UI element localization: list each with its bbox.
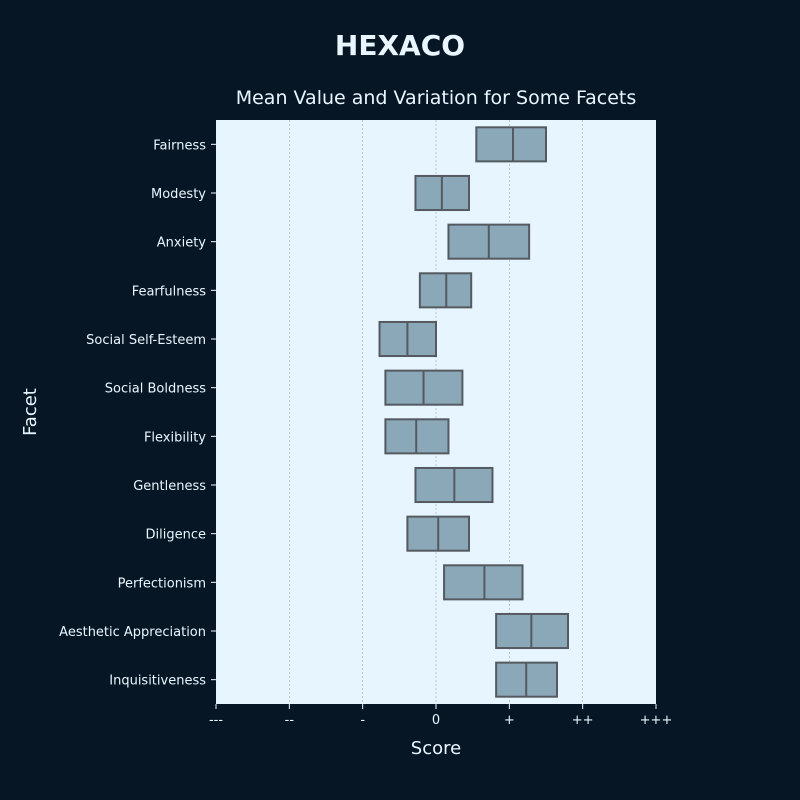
y-tick-label: Social Self-Esteem: [86, 333, 206, 348]
y-tick-label: Flexibility: [144, 430, 206, 445]
x-tick-label: ++: [572, 713, 594, 728]
x-axis: --- -- -0 + ++ +++: [209, 704, 672, 728]
box: [443, 564, 524, 601]
y-tick-label: Perfectionism: [118, 576, 206, 591]
y-tick-label: Gentleness: [133, 479, 206, 494]
y-tick-label: Anxiety: [157, 236, 207, 251]
x-tick-label: +: [504, 713, 515, 728]
chart-title: HEXACO: [335, 29, 465, 62]
y-tick-label: Fairness: [153, 138, 206, 153]
boxes: [378, 126, 569, 698]
y-tick-label: Fearfulness: [132, 284, 207, 299]
x-tick-label: +++: [640, 713, 673, 728]
x-tick-label: -: [360, 713, 365, 728]
gridlines: [289, 120, 583, 704]
y-tick-label: Inquisitiveness: [109, 674, 206, 689]
y-tick-label: Modesty: [151, 187, 206, 202]
x-axis-label: Score: [411, 738, 461, 759]
y-tick-label: Social Boldness: [105, 382, 206, 397]
y-tick-label: Aesthetic Appreciation: [59, 625, 206, 640]
chart-subtitle: Mean Value and Variation for Some Facets: [236, 87, 637, 109]
y-tick-label: Diligence: [146, 528, 206, 543]
x-tick-label: ---: [209, 713, 223, 728]
y-axis-label: Facet: [20, 388, 41, 436]
x-tick-label: 0: [432, 713, 440, 728]
box: [475, 126, 548, 163]
y-axis: Fairness Modesty Anxiety Fearfulness Social …: [59, 138, 216, 689]
x-tick-label: --: [285, 713, 295, 728]
